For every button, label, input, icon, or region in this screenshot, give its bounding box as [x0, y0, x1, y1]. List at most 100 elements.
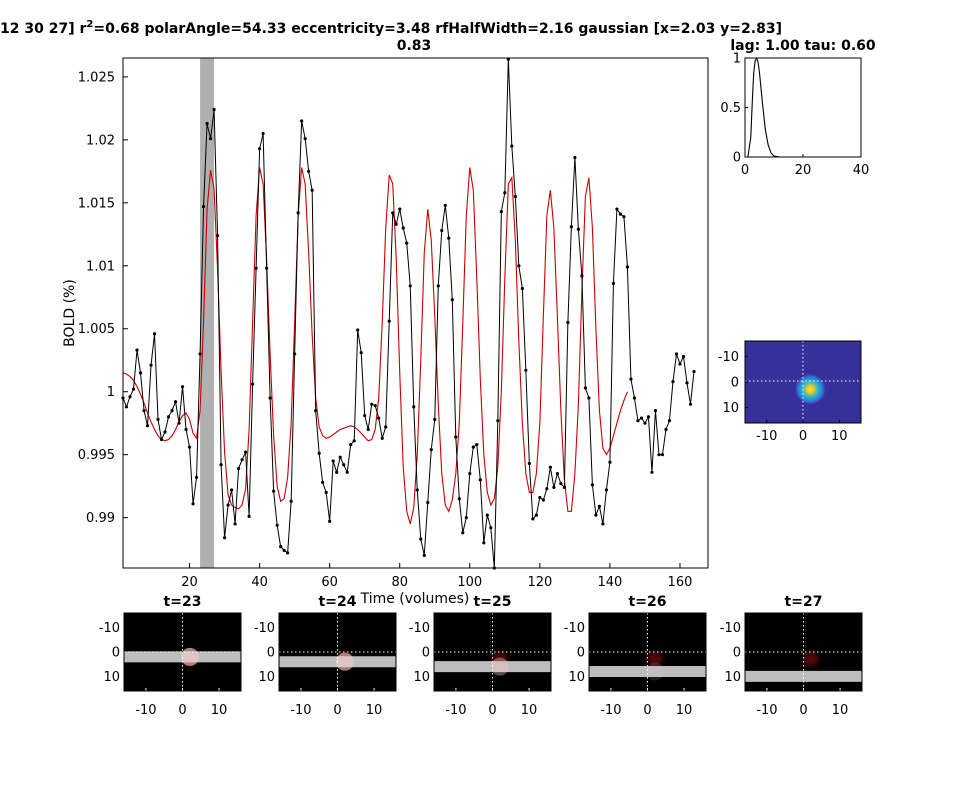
model-fit-line: [122, 167, 628, 525]
bold-data-point: [345, 470, 349, 474]
stim-ytick-label: -10: [720, 621, 741, 636]
bold-data-point: [201, 204, 206, 209]
bold-data-point: [307, 169, 311, 173]
stim-xtick-label: -10: [445, 703, 466, 718]
figure-title-line2: 0.83: [397, 38, 432, 54]
stim-ytick-label: 10: [568, 670, 585, 685]
main-xlabel: Time (volumes): [360, 591, 470, 607]
bold-data-point: [247, 514, 251, 518]
bold-data-point: [538, 495, 542, 500]
bold-data-point: [236, 466, 241, 471]
bold-data-point: [240, 458, 244, 462]
rf-ytick-label: 0: [731, 376, 739, 391]
bold-data-point: [391, 211, 395, 215]
bold-data-point: [265, 266, 269, 270]
stim-axes-box: [278, 612, 397, 692]
bold-data-point: [524, 368, 528, 372]
stim-panel-title: t=23: [164, 594, 202, 610]
bold-data-point: [671, 380, 675, 384]
bold-data-point: [447, 236, 451, 240]
bold-data-point: [576, 227, 580, 231]
bold-data-point: [597, 504, 602, 508]
hrf-title: lag: 1.00 tau: 0.60: [730, 38, 876, 54]
stim-ytick-label: 0: [422, 646, 430, 661]
bold-data-point: [219, 463, 223, 467]
bold-data-point: [422, 553, 426, 558]
stim-axes-box: [588, 612, 707, 692]
bold-data-point: [135, 348, 139, 352]
bold-data-point: [128, 395, 132, 399]
main-xtick-label: 160: [668, 575, 693, 590]
bold-data-point: [398, 207, 402, 211]
stimulus-panels: t=23 -10 0 10 -10 0 10 t=24 -10 0 10 -10 0 10 t=25 -10 0…: [99, 594, 863, 718]
bold-data-point: [608, 460, 612, 464]
bold-data-points: [121, 57, 696, 570]
bold-data-point: [454, 435, 458, 439]
bold-data-point: [436, 284, 440, 288]
rf-gaussian: [794, 373, 827, 406]
bold-data-point: [625, 265, 630, 269]
stim-axes-box: [744, 612, 863, 692]
stim-ytick-label: 10: [724, 670, 741, 685]
bold-data-point: [156, 417, 160, 422]
bold-data-point: [187, 445, 192, 449]
bold-data-point: [657, 453, 661, 457]
bold-data-point: [222, 536, 227, 540]
main-ytick-label: 0.99: [86, 511, 115, 526]
bold-data-point: [555, 471, 559, 476]
hrf-ytick-label: 0.5: [720, 101, 741, 116]
stim-ytick-label: 0: [733, 646, 741, 661]
bold-data-point: [513, 194, 517, 199]
bold-data-point: [583, 386, 587, 390]
bold-data-point: [342, 463, 346, 467]
stim-xtick-label: -10: [756, 703, 777, 718]
bold-data-point: [443, 203, 447, 207]
main-axes-box: [122, 57, 709, 569]
stim-panel-title: t=24: [319, 594, 357, 610]
hrf-xtick-label: 0: [741, 163, 749, 178]
bold-data-point: [573, 155, 577, 160]
rf-xtick-label: 0: [799, 429, 807, 444]
bold-data-point: [366, 427, 370, 432]
stim-xtick-label: 0: [488, 703, 496, 718]
bold-data-point: [440, 228, 444, 233]
bold-data-point: [317, 451, 321, 456]
bold-data-point: [433, 417, 437, 422]
stim-xtick-label: -10: [290, 703, 311, 718]
main-ytick-label: 1.005: [78, 322, 115, 337]
stim-bar-overlap: [335, 652, 354, 671]
bold-data-point: [401, 226, 405, 230]
stim-panel-3: t=25 -10 0 10 -10 0 10: [409, 594, 552, 718]
stim-axes-box: [433, 612, 552, 692]
bold-data-point: [251, 382, 255, 386]
bold-data-point: [289, 499, 293, 503]
bold-data-point: [359, 351, 363, 355]
bold-data-point: [387, 319, 391, 323]
bold-data-point: [489, 526, 493, 530]
main-ticks: 20 40 60 80 100 120 140 160 0.99 0.995 1 1.005 1.01 1…: [78, 70, 693, 590]
bold-data-point: [618, 212, 623, 216]
bold-data-point: [300, 119, 304, 123]
bold-data-point: [303, 136, 307, 141]
bold-data-point: [321, 480, 325, 484]
bold-data-point: [527, 461, 531, 466]
bold-data-point: [233, 522, 237, 526]
bold-data-point: [352, 439, 356, 443]
stim-panel-4: t=26 -10 0 10 -10 0 10: [564, 594, 707, 718]
bold-data-point: [615, 207, 619, 211]
bold-data-point: [205, 121, 209, 126]
stim-xtick-label: -10: [135, 703, 156, 718]
bold-data-point: [611, 281, 616, 286]
bold-data-point: [485, 513, 489, 517]
main-ytick-label: 1.025: [78, 70, 115, 85]
bold-data-point: [275, 523, 279, 527]
stim-bar: [745, 670, 862, 682]
bold-data-point: [541, 498, 545, 502]
rf-ticks: -10 0 10 -10 0 10: [718, 350, 848, 444]
stim-panel-2: t=24 -10 0 10 -10 0 10: [254, 594, 397, 718]
stim-xtick-label: 0: [799, 703, 807, 718]
bold-data-point: [517, 264, 521, 268]
hrf-ytick-label: 0: [733, 151, 741, 166]
main-xtick-label: 80: [391, 575, 408, 590]
